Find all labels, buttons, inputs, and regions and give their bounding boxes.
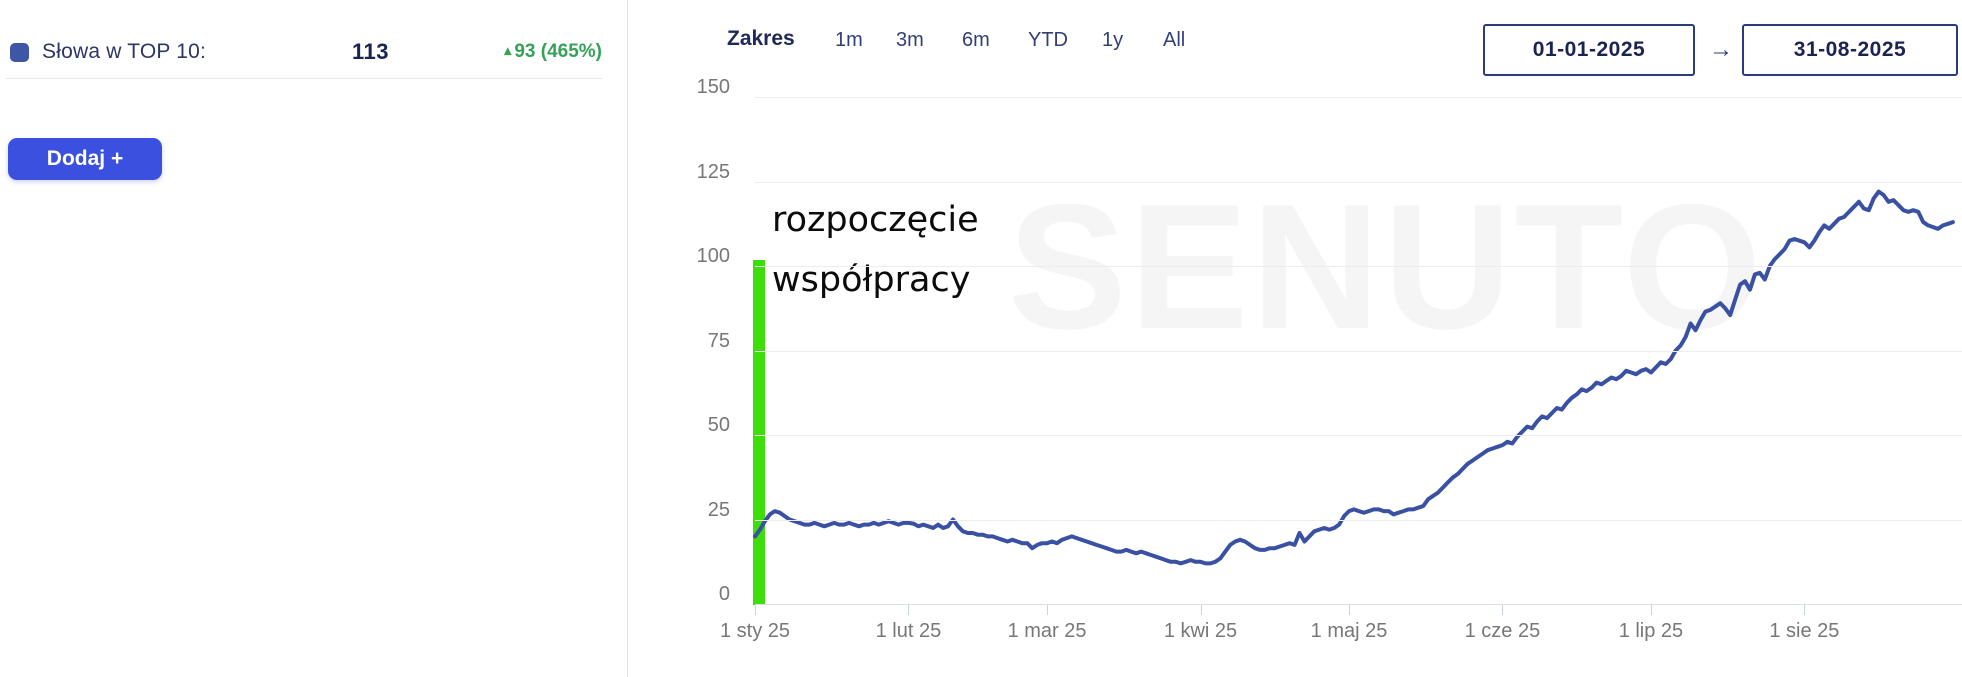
- x-axis-tick: [1804, 605, 1806, 615]
- range-tab-1y[interactable]: 1y: [1102, 29, 1124, 51]
- x-axis-label: 1 kwi 25: [1163, 620, 1238, 642]
- x-axis-tick: [755, 605, 756, 615]
- y-axis-label: 0: [718, 583, 730, 605]
- metric-divider: [6, 78, 602, 79]
- range-tab-3m[interactable]: 3m: [896, 29, 924, 51]
- metric-label: Słowa w TOP 10:: [42, 40, 207, 63]
- annotation-band: [753, 260, 765, 605]
- x-axis-label: 1 sty 25: [719, 620, 791, 642]
- x-axis-line: [755, 604, 1962, 605]
- series-line: [753, 189, 1955, 566]
- x-axis-label: 1 maj 25: [1310, 620, 1388, 642]
- gridline: [755, 350, 1962, 352]
- left-panel: Słowa w TOP 10: 113 ▴ 93 (465%) Dodaj +: [0, 0, 627, 677]
- arrow-right-icon: →: [1709, 36, 1733, 63]
- range-tab-6m[interactable]: 6m: [962, 29, 990, 51]
- annotation-text-line1: rozpoczęcie: [772, 200, 979, 240]
- range-tab-ytd[interactable]: YTD: [1028, 29, 1068, 51]
- gridline: [755, 519, 1962, 521]
- series-color-swatch[interactable]: [10, 43, 29, 62]
- date-to-input[interactable]: [1742, 24, 1958, 76]
- gridline: [755, 266, 1962, 267]
- gridline: [755, 435, 1962, 436]
- gridline: [755, 97, 1962, 98]
- y-axis-label: 75: [707, 329, 730, 352]
- x-axis-label: 1 sie 25: [1769, 620, 1840, 642]
- y-axis-label: 50: [707, 414, 730, 436]
- range-tab-all[interactable]: All: [1163, 29, 1186, 51]
- x-axis-tick: [1047, 605, 1049, 615]
- metric-change: ▴ 93 (465%): [440, 41, 602, 63]
- date-from-input[interactable]: [1483, 24, 1695, 76]
- up-arrow-icon: ▴: [504, 42, 512, 58]
- add-button[interactable]: Dodaj +: [8, 138, 162, 180]
- range-label: Zakres: [727, 27, 795, 50]
- x-axis-tick: [1502, 605, 1504, 615]
- range-tab-1m[interactable]: 1m: [835, 29, 863, 51]
- panel-divider: [627, 0, 628, 677]
- y-axis-label: 150: [696, 76, 730, 98]
- x-axis-label: 1 mar 25: [1007, 620, 1087, 642]
- y-axis-label: 100: [696, 245, 730, 267]
- x-axis-tick: [908, 605, 910, 615]
- gridline: [755, 181, 1962, 183]
- x-axis-tick: [1349, 605, 1350, 615]
- x-axis-label: 1 cze 25: [1464, 620, 1541, 642]
- x-axis-label: 1 lip 25: [1618, 620, 1684, 642]
- metric-change-text: 93 (465%): [514, 41, 602, 62]
- x-axis-tick: [1650, 605, 1652, 615]
- y-axis-label: 125: [696, 160, 730, 183]
- y-axis-label: 25: [707, 498, 730, 521]
- metric-value: 113: [352, 39, 389, 64]
- x-axis-tick: [1200, 605, 1202, 615]
- x-axis-label: 1 lut 25: [875, 620, 942, 642]
